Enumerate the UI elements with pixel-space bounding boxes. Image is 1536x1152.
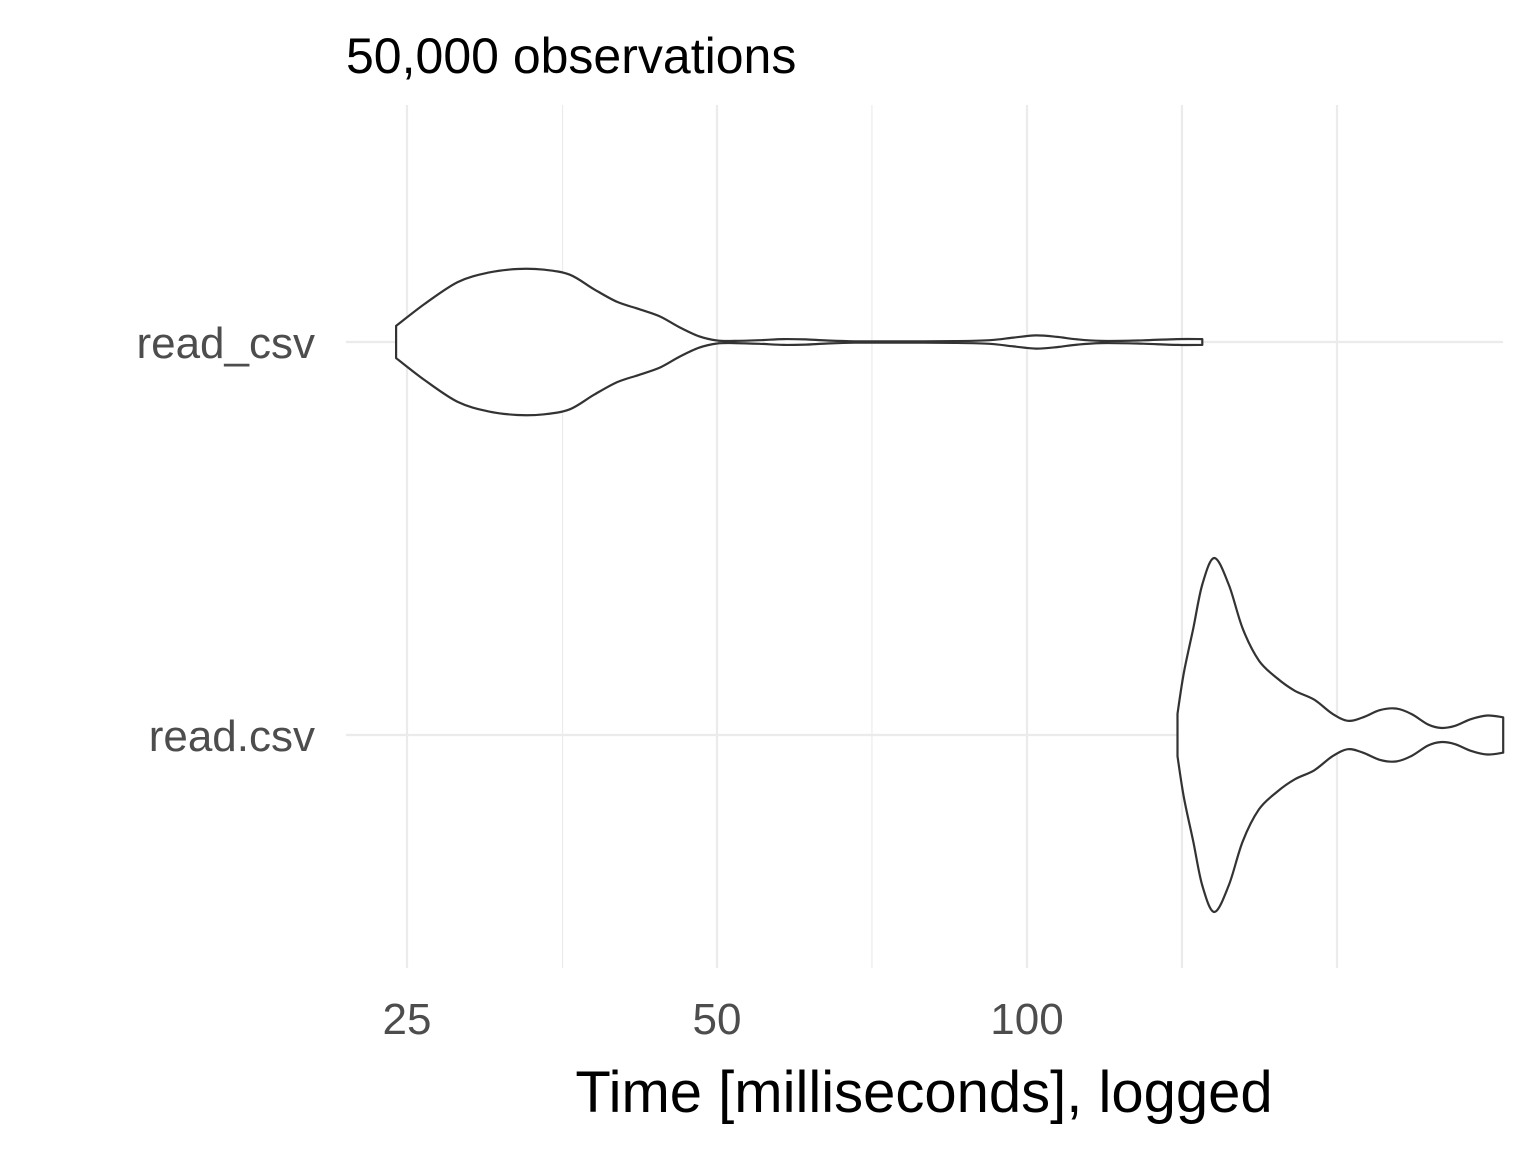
x-axis-label: Time [milliseconds], logged xyxy=(575,1060,1272,1125)
x-tick-label: 25 xyxy=(383,995,432,1044)
chart-title: 50,000 observations xyxy=(346,28,796,84)
violin-read-csv xyxy=(395,267,1204,417)
violin-read-csv xyxy=(1176,556,1505,914)
x-tick-label: 50 xyxy=(693,995,742,1044)
y-tick-label: read.csv xyxy=(149,712,315,761)
gridlines xyxy=(346,105,1503,968)
violins xyxy=(395,267,1505,914)
y-tick-label: read_csv xyxy=(136,319,315,368)
x-tick-label: 100 xyxy=(990,995,1063,1044)
y-axis-ticks: read_csv read.csv xyxy=(136,319,315,761)
x-axis-ticks: 25 50 100 xyxy=(383,995,1064,1044)
